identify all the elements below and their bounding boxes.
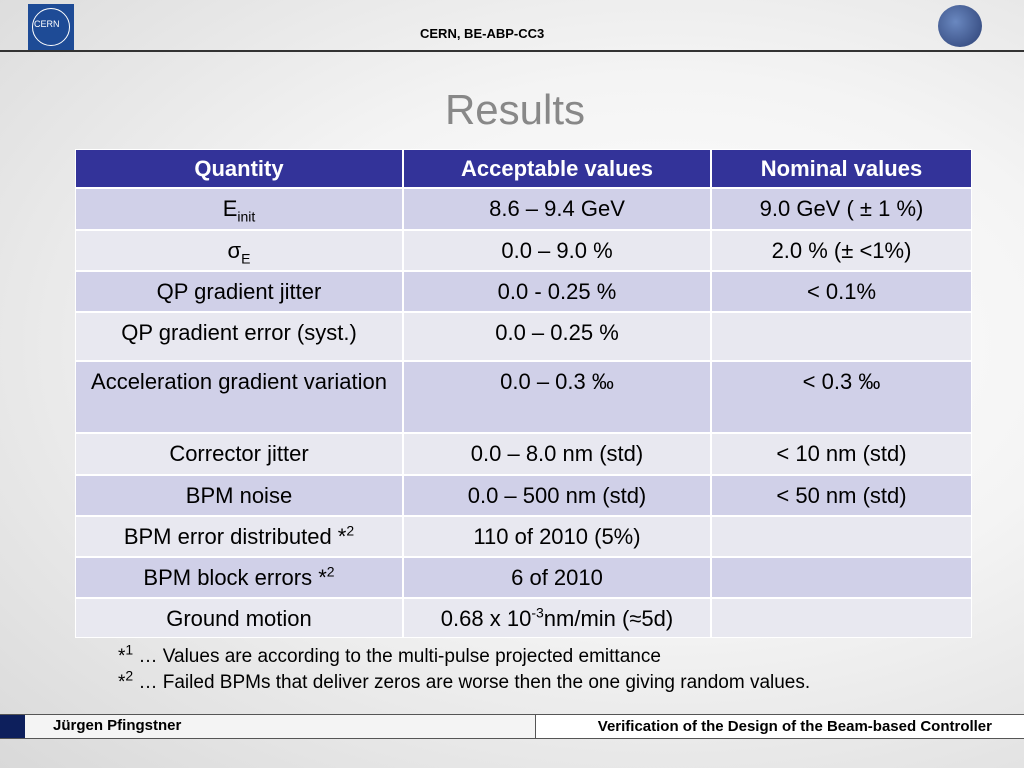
footer-bar — [0, 714, 1024, 739]
table-cell: BPM error distributed *2 — [75, 516, 403, 557]
table-cell: Ground motion — [75, 598, 403, 638]
text: σ — [227, 238, 242, 263]
text: … Failed BPMs that deliver zeros are wor… — [133, 672, 811, 693]
text: BPM block errors * — [143, 565, 327, 590]
globe — [938, 5, 982, 47]
text: 110 of 2010 (5%) — [473, 524, 641, 549]
table-cell: 0.0 – 0.3 ‰ — [403, 361, 711, 433]
text: 8.6 – 9.4 GeV — [489, 196, 625, 221]
table-cell: Acceleration gradient variation — [75, 361, 403, 433]
text: 0.0 – 9.0 % — [501, 238, 613, 263]
table-cell: < 0.1% — [711, 271, 972, 312]
table-cell: 0.0 – 9.0 % — [403, 230, 711, 271]
text: E — [241, 250, 251, 267]
text: 0.0 – 500 nm (std) — [467, 483, 647, 508]
table-cell: σE — [75, 230, 403, 271]
text: 2 — [326, 563, 335, 580]
text: nm/min (≈5d) — [543, 606, 674, 631]
column-header: Acceptable values — [403, 149, 711, 188]
text: Corrector jitter — [169, 441, 309, 466]
text: < 10 nm (std) — [776, 441, 907, 466]
table-cell: Corrector jitter — [75, 433, 403, 475]
table-cell: Einit — [75, 188, 403, 230]
table-cell — [711, 312, 972, 361]
text: 0.0 – 8.0 nm (std) — [470, 441, 644, 466]
org: CERN, BE-ABP-CC3 — [420, 26, 545, 41]
text: < 0.3 ‰ — [802, 369, 881, 394]
text: 1 — [125, 641, 134, 658]
text: -3 — [531, 604, 544, 621]
footnotes: *1 … Values are according to the multi-p… — [118, 643, 811, 698]
table-cell: 6 of 2010 — [403, 557, 711, 598]
column-header: Nominal values — [711, 149, 972, 188]
table-cell: 0.0 – 500 nm (std) — [403, 475, 711, 516]
table-cell: 0.68 x 10-3nm/min (≈5d) — [403, 598, 711, 638]
title: Results — [444, 86, 586, 133]
table-cell: < 50 nm (std) — [711, 475, 972, 516]
text: < 0.1% — [806, 279, 877, 304]
column-header: Quantity — [75, 149, 403, 188]
text: 0.68 x 10 — [440, 606, 532, 631]
text: … Values are according to the multi-puls… — [133, 646, 661, 667]
table-cell — [711, 557, 972, 598]
logo-text: CERN — [34, 19, 60, 29]
table-cell: QP gradient jitter — [75, 271, 403, 312]
text: 6 of 2010 — [511, 565, 603, 590]
table-cell: < 0.3 ‰ — [711, 361, 972, 433]
logo: CERN — [28, 4, 74, 50]
text: BPM noise — [185, 483, 293, 508]
table-cell: BPM noise — [75, 475, 403, 516]
table-cell: 110 of 2010 (5%) — [403, 516, 711, 557]
table-cell: BPM block errors *2 — [75, 557, 403, 598]
table-cell: QP gradient error (syst.) — [75, 312, 403, 361]
text: Acceleration gradient variation — [91, 369, 387, 394]
table-cell: < 10 nm (std) — [711, 433, 972, 475]
table-cell: 0.0 – 0.25 % — [403, 312, 711, 361]
text: 9.0 GeV ( ± 1 %) — [759, 196, 924, 221]
author: Jürgen Pfingstner — [53, 717, 182, 734]
text: init — [237, 208, 256, 225]
table-cell: 2.0 % (± <1%) — [711, 230, 972, 271]
text: 2.0 % (± <1%) — [771, 238, 912, 263]
text: 2 — [346, 522, 355, 539]
table-cell: 0.0 – 8.0 nm (std) — [403, 433, 711, 475]
header-rule — [0, 50, 1024, 52]
text: 0.0 – 0.3 ‰ — [500, 369, 614, 394]
text: 2 — [125, 667, 134, 684]
talk: Verification of the Design of the Beam-b… — [597, 718, 992, 735]
table-cell: 9.0 GeV ( ± 1 %) — [711, 188, 972, 230]
table-cell: 0.0 - 0.25 % — [403, 271, 711, 312]
text: BPM error distributed * — [123, 524, 347, 549]
footnote: *2 … Failed BPMs that deliver zeros are … — [118, 669, 811, 694]
text: QP gradient jitter — [156, 279, 322, 304]
table-cell: 8.6 – 9.4 GeV — [403, 188, 711, 230]
text: < 50 nm (std) — [776, 483, 907, 508]
footnote: *1 … Values are according to the multi-p… — [118, 643, 810, 668]
table-cell — [711, 598, 972, 638]
table-cell — [711, 516, 972, 557]
text: 0.0 - 0.25 % — [497, 279, 617, 304]
text: E — [222, 196, 238, 221]
text: 0.0 – 0.25 % — [495, 320, 619, 345]
text: QP gradient error (syst.) — [121, 320, 357, 345]
text: Ground motion — [166, 606, 312, 631]
text: * — [118, 672, 126, 693]
text: * — [118, 646, 126, 667]
